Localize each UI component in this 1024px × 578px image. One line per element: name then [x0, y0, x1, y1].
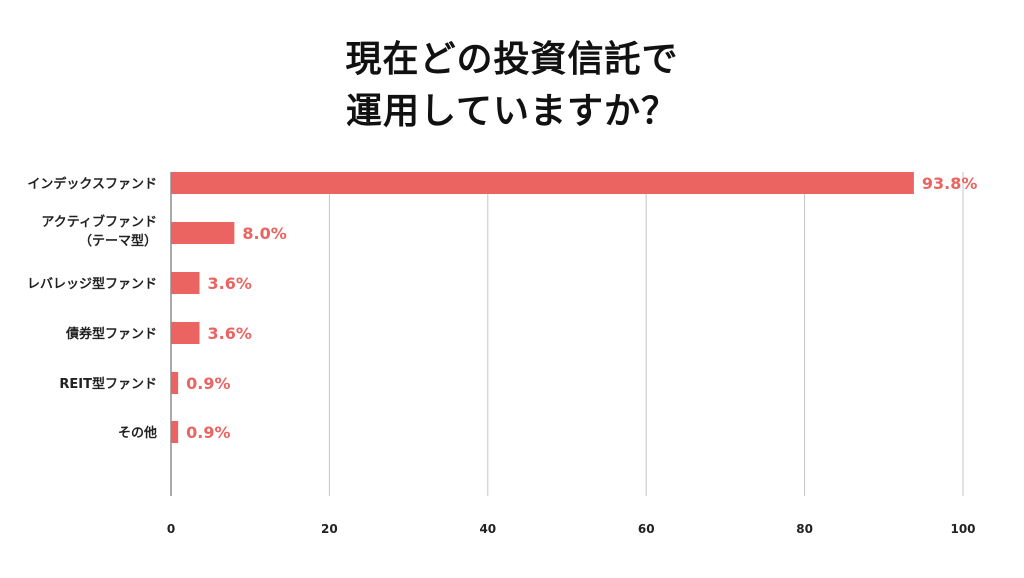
x-tick-label: 20: [321, 522, 338, 536]
data-label: 93.8%: [922, 174, 978, 193]
x-tick-label: 0: [167, 522, 175, 536]
bar: [171, 421, 179, 443]
chart-title: 現在どの投資信託で 運用していますか？: [0, 34, 1024, 138]
data-label: 3.6%: [208, 274, 252, 293]
gridlines: [170, 172, 964, 496]
category-label: レバレッジ型ファンド: [27, 276, 157, 292]
value-labels: 93.8% 8.0% 3.6% 3.6% 0.9% 0.9%: [186, 174, 977, 442]
category-label: 債券型ファンド: [65, 326, 157, 342]
x-tick-label: 60: [638, 522, 655, 536]
data-label: 8.0%: [242, 224, 286, 243]
data-label: 3.6%: [208, 324, 252, 343]
data-label: 0.9%: [186, 423, 230, 442]
category-label: その他: [118, 425, 157, 441]
category-label: アクティブファンド: [41, 214, 157, 230]
x-tick-label: 80: [796, 522, 813, 536]
bars: [171, 172, 914, 443]
bar: [171, 322, 200, 344]
bar: [171, 222, 235, 244]
category-label: インデックスファンド: [27, 176, 157, 192]
chart-title-line-1: 現在どの投資信託で: [345, 39, 679, 80]
bar: [171, 372, 179, 394]
bar: [171, 172, 914, 194]
x-tick-label: 40: [479, 522, 496, 536]
x-tick-labels: 0 20 40 60 80 100: [167, 522, 976, 536]
data-label: 0.9%: [186, 374, 230, 393]
category-label: （テーマ型）: [79, 233, 157, 249]
chart-title-line-2: 運用していますか？: [346, 91, 678, 132]
x-tick-label: 100: [950, 522, 975, 536]
category-label: REIT型ファンド: [59, 376, 157, 392]
bar: [171, 272, 200, 294]
